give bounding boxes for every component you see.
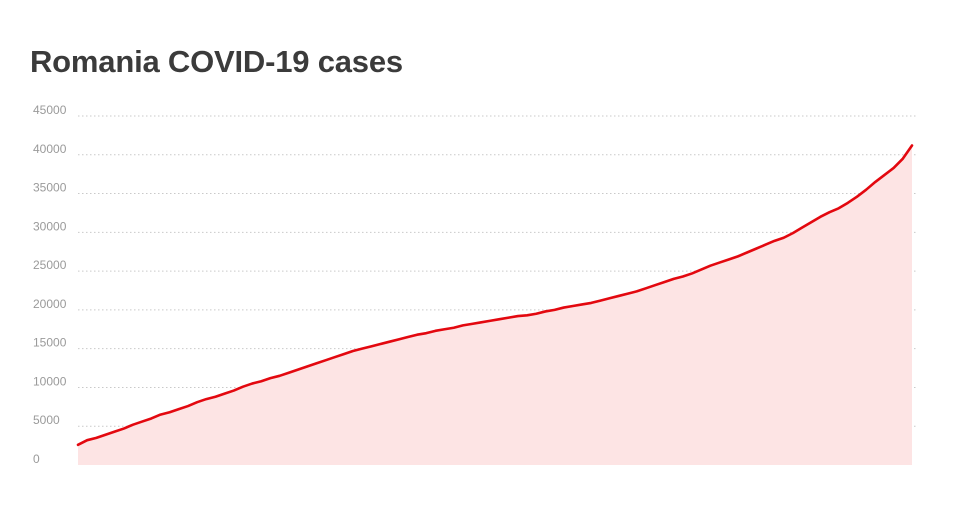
y-tick-label: 20000 bbox=[33, 297, 67, 311]
y-tick-label: 10000 bbox=[33, 374, 67, 388]
y-tick-label: 5000 bbox=[33, 413, 60, 427]
y-tick-label: 25000 bbox=[33, 258, 67, 272]
y-tick-label: 40000 bbox=[33, 142, 67, 156]
y-tick-label: 30000 bbox=[33, 219, 67, 233]
y-axis-ticks: 0 5000 10000 15000 20000 25000 30000 35000 40000… bbox=[33, 103, 67, 466]
series-area bbox=[78, 145, 912, 465]
y-tick-label: 45000 bbox=[33, 103, 67, 117]
chart-title: Romania COVID-19 cases bbox=[30, 44, 403, 79]
y-tick-label: 0 bbox=[33, 452, 40, 466]
y-tick-label: 15000 bbox=[33, 336, 67, 350]
y-tick-label: 35000 bbox=[33, 181, 67, 195]
series-layer bbox=[76, 144, 914, 465]
series-line bbox=[76, 144, 914, 447]
